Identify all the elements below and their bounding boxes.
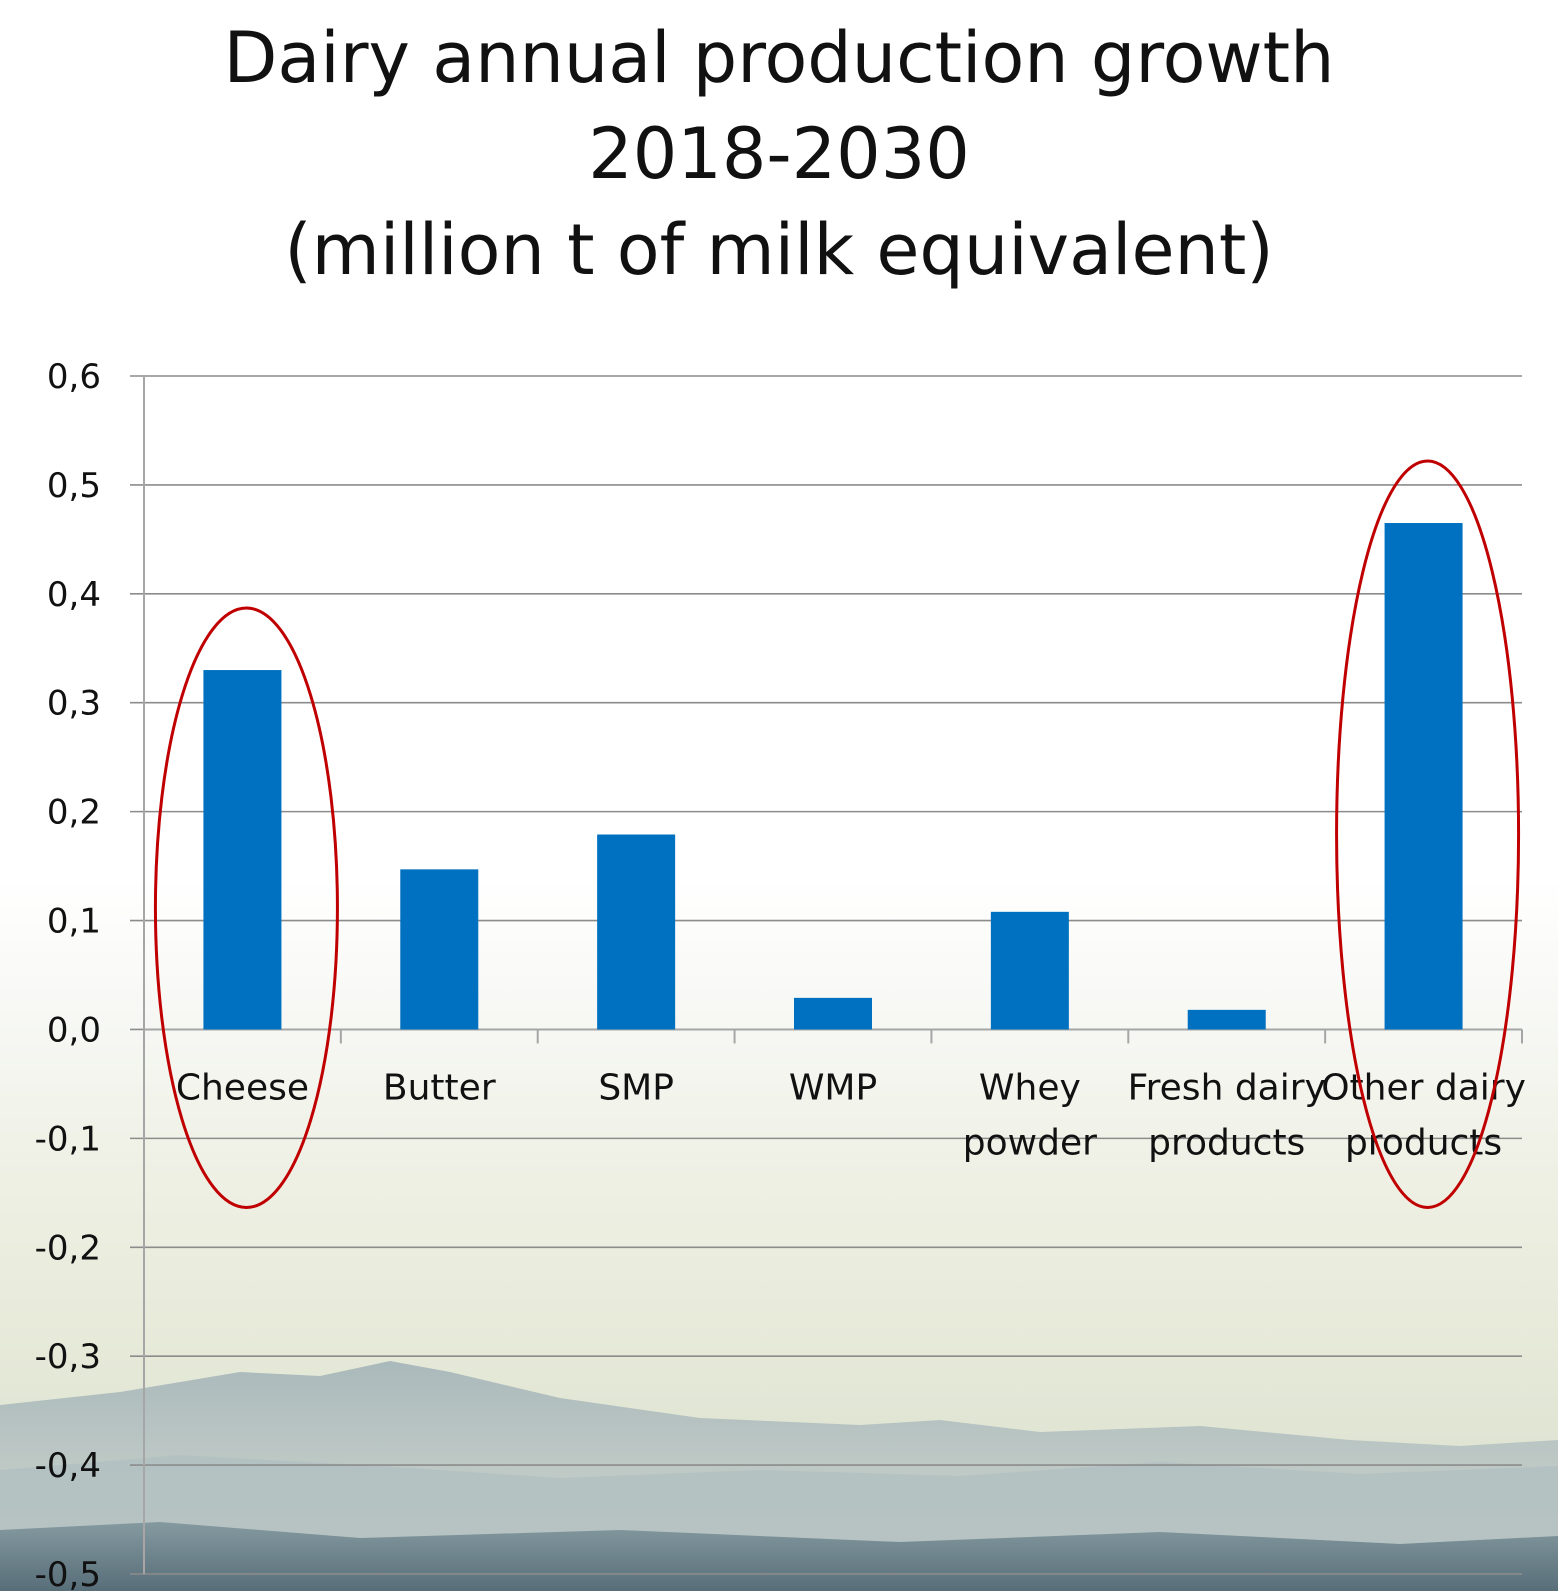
bars	[203, 523, 1463, 1030]
category-label-line: products	[1148, 1122, 1305, 1163]
bar-other-dairy-products	[1384, 523, 1463, 1030]
bar-smp	[597, 834, 676, 1030]
category-label-line: SMP	[598, 1067, 674, 1108]
y-axis-tick-labels: 0,6 0,5 0,4 0,3 0,2 0,1 0,0 -0,1 -0,2 -0,3 -0,4 -0,…	[35, 357, 101, 1591]
gridlines	[130, 375, 1522, 1575]
y-tick-label: 0,1	[47, 902, 101, 942]
bar-whey-powder	[990, 911, 1069, 1030]
highlight-ellipse	[1335, 459, 1521, 1209]
y-tick-label: -0,5	[35, 1555, 101, 1591]
category-label-line: Whey	[979, 1067, 1081, 1108]
axes	[143, 376, 1523, 1574]
highlight-ellipse	[153, 606, 339, 1209]
chart-title-line-2: 2018-2030	[588, 113, 970, 195]
y-tick-label: -0,2	[35, 1228, 101, 1268]
y-tick-label: -0,4	[35, 1446, 101, 1486]
category-label: Fresh dairy products	[1128, 1067, 1326, 1163]
category-label: Cheese	[176, 1067, 309, 1108]
chart-title-line-1: Dairy annual production growth	[223, 17, 1335, 99]
bar-cheese	[203, 670, 282, 1030]
bar-butter	[400, 869, 479, 1030]
category-label: Whey powder	[963, 1067, 1097, 1163]
category-label-line: Fresh dairy	[1128, 1067, 1326, 1108]
highlight-ellipses	[153, 459, 1521, 1209]
category-label-line: WMP	[789, 1067, 877, 1108]
category-label: Other dairy products	[1321, 1067, 1526, 1163]
category-label: SMP	[598, 1067, 674, 1108]
y-tick-label: 0,3	[47, 684, 101, 724]
y-tick-label: 0,5	[47, 466, 101, 506]
y-tick-label: 0,4	[47, 575, 101, 615]
y-tick-label: 0,6	[47, 357, 101, 397]
category-label-line: powder	[963, 1122, 1097, 1163]
bar-fresh-dairy-products	[1187, 1009, 1266, 1030]
y-tick-label: 0,2	[47, 793, 101, 833]
category-label-line: Butter	[383, 1067, 496, 1108]
category-label: Butter	[383, 1067, 496, 1108]
y-tick-label: 0,0	[47, 1010, 101, 1050]
y-tick-label: -0,3	[35, 1337, 101, 1377]
chart-title: Dairy annual production growth 2018-2030…	[0, 10, 1558, 298]
y-tick-label: -0,1	[35, 1119, 101, 1159]
category-label: WMP	[789, 1067, 877, 1108]
x-axis-category-labels: Cheese Butter SMP WMP Whey powder Fresh dairy p…	[176, 1067, 1526, 1163]
chart-title-line-3: (million t of milk equivalent)	[284, 209, 1274, 291]
category-label-line: Cheese	[176, 1067, 309, 1108]
bar-wmp	[794, 997, 872, 1030]
